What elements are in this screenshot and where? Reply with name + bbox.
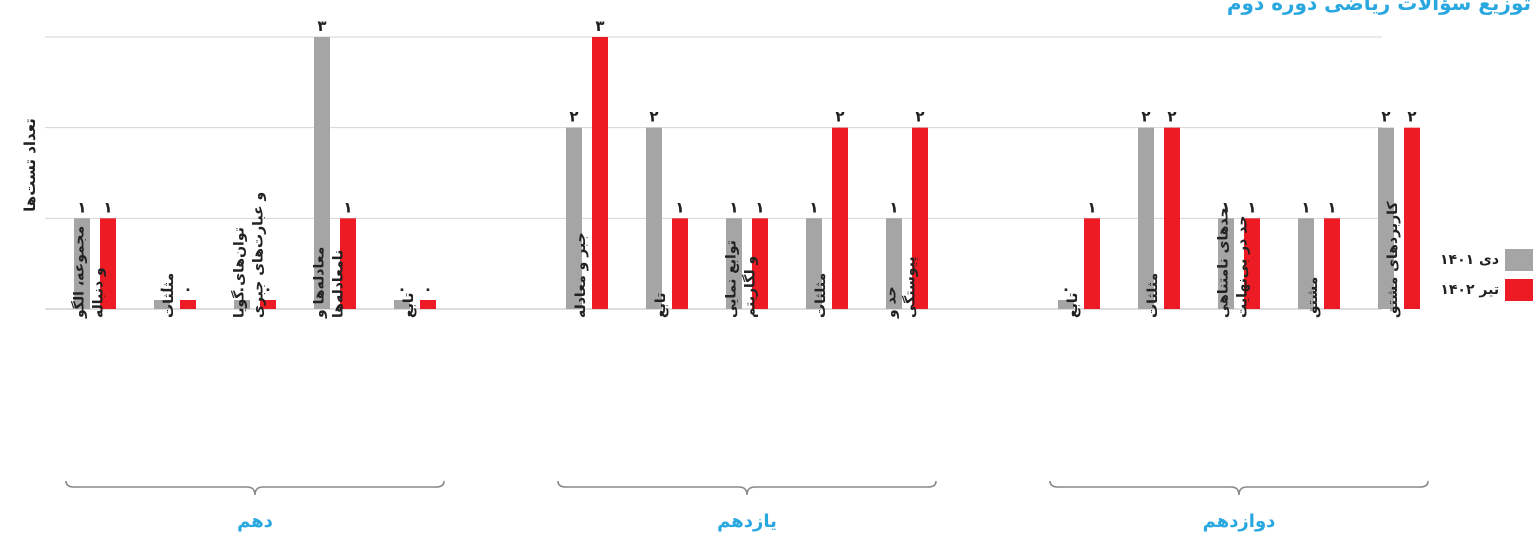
- category-label: معادله‌ها و: [312, 247, 328, 319]
- category-label: حدهای نامتناهی: [1216, 207, 1232, 318]
- bar: [180, 300, 196, 309]
- bar: [234, 300, 250, 309]
- legend-item-dey-1401: دی ۱۴۰۱: [1440, 249, 1534, 271]
- data-label: ۱: [343, 198, 352, 216]
- data-label: ۱: [755, 198, 764, 216]
- data-label: ۲: [915, 108, 924, 126]
- group-brace: [1049, 480, 1429, 496]
- category-label: حد در بی‌نهایت: [1235, 216, 1251, 318]
- data-label: ۰: [1061, 280, 1070, 298]
- category-label: مجموعه، الگو: [71, 226, 88, 319]
- data-label: ۱: [809, 198, 818, 216]
- bar: [1378, 127, 1394, 310]
- data-label: ۱: [675, 198, 684, 216]
- data-label: ۰: [237, 280, 246, 298]
- bar: [260, 300, 276, 309]
- category-label: و لگاریتم: [742, 256, 759, 318]
- bar: [566, 127, 582, 310]
- data-label: ۱: [1247, 198, 1256, 216]
- bar: [1324, 218, 1340, 309]
- bar: [1298, 218, 1314, 309]
- bar: [592, 37, 608, 309]
- bar: [394, 300, 410, 309]
- category-label: پیوستگی: [902, 256, 919, 318]
- bar: [1084, 218, 1100, 309]
- legend-item-tir-1402: تیر ۱۴۰۲: [1440, 279, 1534, 301]
- data-label: ۰: [263, 280, 272, 298]
- group-brace: [65, 480, 445, 496]
- category-label: تابع: [401, 293, 417, 318]
- bar: [340, 218, 356, 309]
- group-label: یازدهم: [717, 511, 777, 532]
- chart-title: توزیع سؤالات ریاضی دوره دوم: [1226, 0, 1531, 15]
- group-label: دوازدهم: [1203, 511, 1276, 532]
- bar: [1218, 218, 1234, 309]
- bar: [726, 218, 742, 309]
- category-label: حد و: [884, 286, 900, 319]
- data-label: ۲: [835, 108, 844, 126]
- bar: [1138, 127, 1154, 310]
- category-label: مثلثات: [1145, 273, 1161, 318]
- bar: [74, 218, 90, 309]
- legend-swatch-red: [1505, 279, 1534, 301]
- category-label: تابع: [1065, 293, 1081, 318]
- data-label: ۱: [729, 198, 738, 216]
- category-label: توان‌های گویا: [231, 227, 248, 318]
- bar: [1058, 300, 1074, 309]
- data-label: ۱: [1301, 198, 1310, 216]
- data-label: ۱: [1087, 198, 1096, 216]
- group-brace: [557, 480, 937, 496]
- bar: [154, 300, 170, 309]
- legend: دی ۱۴۰۱ تیر ۱۴۰۲: [1440, 249, 1534, 309]
- bar: [100, 218, 116, 309]
- bar: [832, 127, 848, 310]
- data-label: ۲: [569, 108, 578, 126]
- data-label: ۳: [595, 17, 604, 35]
- data-label: ۲: [649, 108, 658, 126]
- bar: [752, 218, 768, 309]
- bar: [1244, 218, 1260, 309]
- bar: [886, 218, 902, 309]
- category-label: و عبارت‌های جبری: [251, 192, 267, 318]
- data-label: ۰: [157, 280, 166, 298]
- data-label: ۱: [889, 198, 898, 216]
- category-label: نامعادله‌ها: [331, 250, 347, 318]
- data-label: ۰: [423, 280, 432, 298]
- bar: [420, 300, 436, 309]
- bar: [912, 127, 928, 310]
- bar: [314, 37, 330, 309]
- data-label: ۰: [183, 280, 192, 298]
- bar: [646, 127, 662, 310]
- data-label: ۱: [1327, 198, 1336, 216]
- category-label: مشتق: [1305, 277, 1321, 318]
- bar: [806, 218, 822, 309]
- category-label: جبر و معادله: [573, 232, 589, 318]
- legend-label-dey-1401: دی ۱۴۰۱: [1440, 252, 1500, 268]
- category-label: مثلثات: [813, 273, 829, 318]
- data-label: ۲: [1381, 108, 1390, 126]
- data-label: ۱: [77, 198, 86, 216]
- data-label: ۱: [1221, 198, 1230, 216]
- group-label: دهم: [237, 511, 273, 532]
- data-label: ۲: [1141, 108, 1150, 126]
- data-label: ۲: [1167, 108, 1176, 126]
- bar: [672, 218, 688, 309]
- category-label: کاربردهای مشتق: [1385, 201, 1401, 318]
- legend-label-tir-1402: تیر ۱۴۰۲: [1440, 282, 1500, 298]
- category-label: و دنباله: [91, 267, 107, 318]
- category-label: مثلثات: [161, 273, 177, 318]
- data-label: ۳: [317, 17, 326, 35]
- data-label: ۲: [1407, 108, 1416, 126]
- category-label: توابع نمایی: [724, 240, 740, 318]
- bar: [1164, 127, 1180, 310]
- data-label: ۱: [103, 198, 112, 216]
- legend-swatch-gray: [1505, 249, 1534, 271]
- data-label: ۰: [397, 280, 406, 298]
- bar: [1404, 127, 1420, 310]
- category-label: تابع: [653, 293, 669, 318]
